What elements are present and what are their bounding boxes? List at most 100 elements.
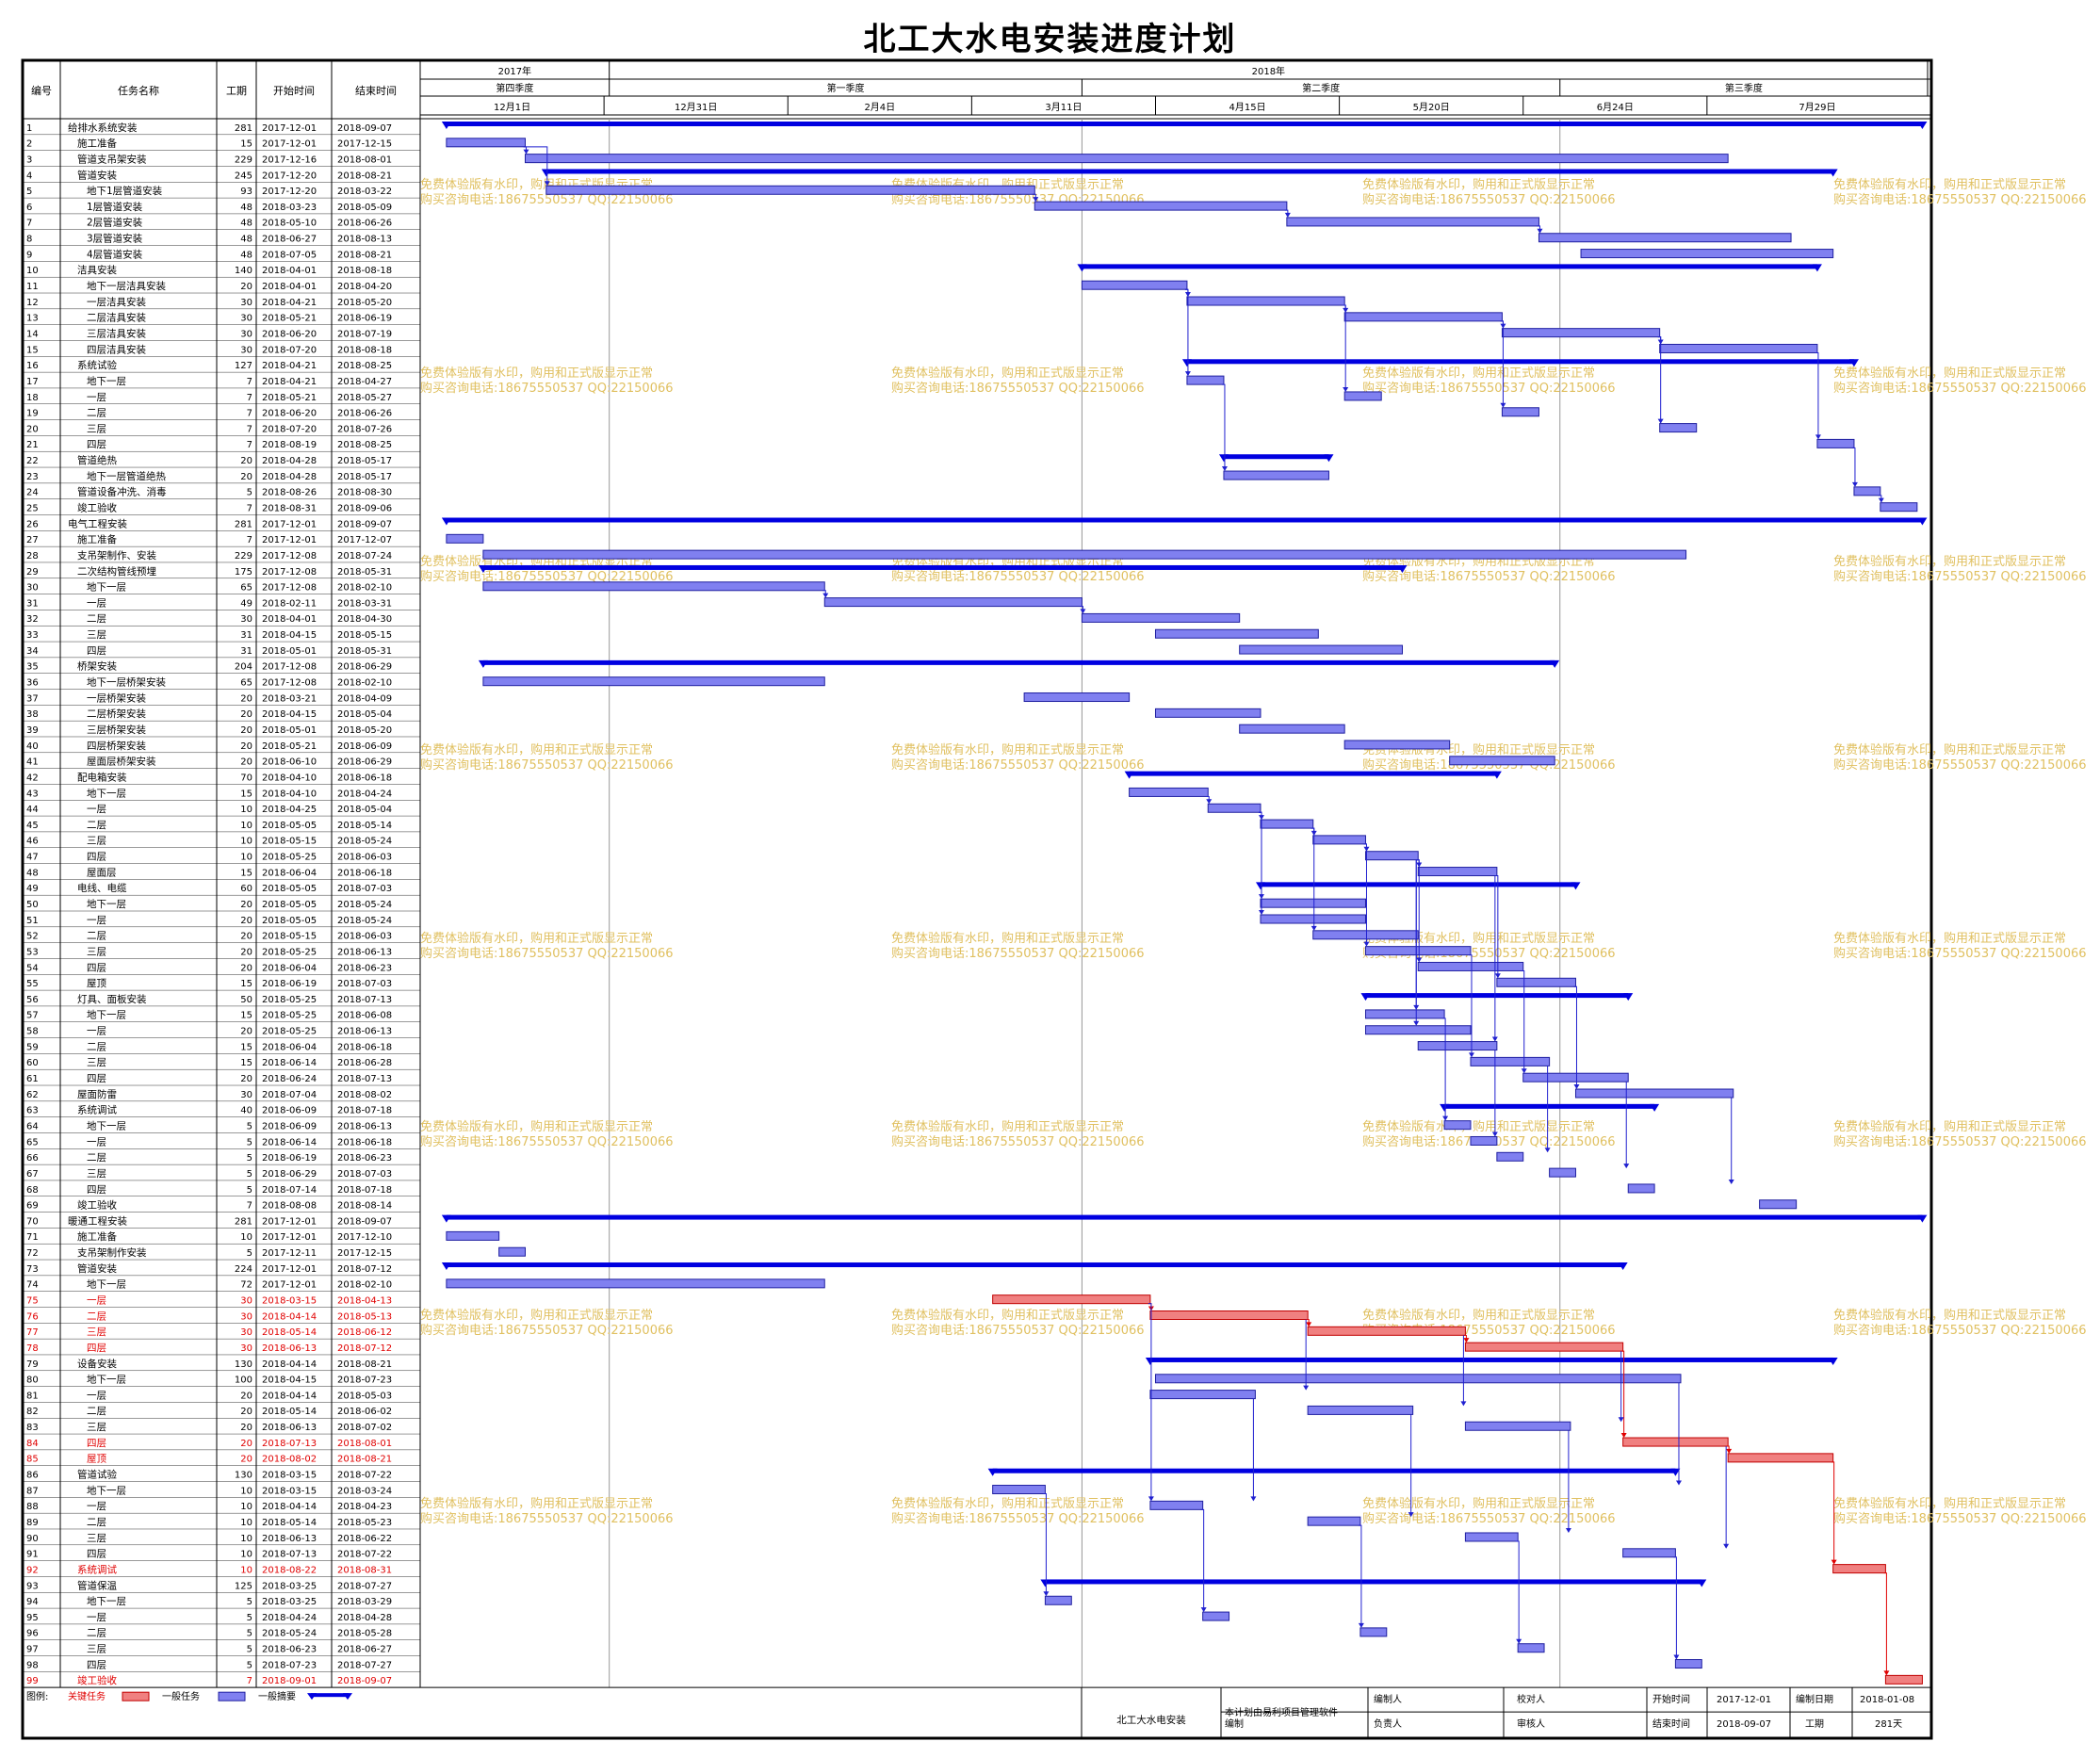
task-name: 四层 (87, 439, 106, 450)
task-id: 77 (26, 1327, 39, 1338)
task-duration: 5 (247, 488, 252, 498)
task-id: 37 (26, 693, 39, 704)
task-id: 46 (26, 837, 39, 847)
task-id: 67 (26, 1169, 39, 1180)
task-end: 2018-06-29 (337, 662, 392, 673)
dependency-link (1815, 351, 1819, 439)
watermark-line2: 购买咨询电话:18675550537 QQ:22150066 (1362, 569, 1616, 584)
task-duration: 49 (240, 598, 252, 609)
task-start: 2018-04-15 (262, 1375, 317, 1386)
task-end: 2018-07-13 (337, 1074, 392, 1084)
task-name: 地下一层桥架安装 (87, 676, 166, 689)
task-start: 2018-05-10 (262, 219, 317, 229)
task-id: 30 (26, 583, 39, 594)
task-name: 四层 (87, 1438, 106, 1449)
task-start: 2018-08-31 (262, 504, 317, 514)
task-bar (482, 676, 825, 687)
task-end: 2018-09-07 (337, 519, 392, 529)
task-end: 2018-06-09 (337, 741, 392, 752)
dependency-arrow (544, 181, 550, 187)
task-name: 三层 (87, 1644, 106, 1655)
task-bar (1417, 1041, 1498, 1051)
bars-layer (441, 122, 1928, 1685)
task-end: 2018-08-21 (337, 250, 392, 260)
task-duration: 5 (247, 1660, 252, 1670)
task-end: 2018-04-27 (337, 377, 392, 387)
task-end: 2018-07-03 (337, 884, 392, 894)
task-duration: 5 (247, 1169, 252, 1180)
dependency-arrow (1460, 1401, 1467, 1407)
task-id: 69 (26, 1201, 39, 1212)
summary-bar (446, 517, 1923, 523)
task-end: 2018-07-22 (337, 1471, 392, 1481)
task-duration: 15 (240, 979, 252, 989)
task-end: 2018-06-13 (337, 1121, 392, 1131)
task-name: 支吊架制作、安装 (77, 549, 156, 562)
dependency-arrow (1723, 1543, 1730, 1549)
task-end: 2018-08-02 (337, 1090, 392, 1100)
week-label: 5月20日 (1413, 102, 1450, 113)
task-table: 1 给排水系统安装 281 2017-12-01 2018-09-07 2 施工准备 15 20… (26, 122, 392, 1686)
task-duration: 15 (240, 789, 252, 799)
watermark-line2: 购买咨询电话:18675550537 QQ:22150066 (1833, 381, 2087, 396)
task-start: 2018-06-13 (262, 1423, 317, 1433)
watermark-line2: 购买咨询电话:18675550537 QQ:22150066 (1833, 946, 2087, 961)
task-id: 38 (26, 709, 39, 720)
task-duration: 229 (235, 155, 252, 165)
task-duration: 93 (240, 187, 252, 197)
task-start: 2018-04-01 (262, 282, 317, 292)
watermark-line1: 免费体验版有水印，购用和正式版显示正常 (1833, 366, 2066, 381)
task-id: 82 (26, 1407, 39, 1417)
task-id: 23 (26, 472, 39, 482)
task-end: 2018-09-07 (337, 123, 392, 134)
task-id: 56 (26, 995, 39, 1005)
task-id: 41 (26, 757, 39, 768)
dependency-arrow (1148, 1496, 1154, 1502)
task-name: 一层 (87, 1026, 106, 1037)
task-id: 84 (26, 1439, 39, 1449)
task-duration: 20 (240, 1455, 252, 1465)
task-id: 76 (26, 1311, 39, 1322)
task-bar (1307, 1405, 1414, 1415)
task-start: 2018-08-19 (262, 440, 317, 450)
task-bar (1443, 1120, 1472, 1131)
task-name: 二次结构管线预埋 (77, 565, 156, 578)
task-duration: 20 (240, 709, 252, 720)
task-duration: 10 (240, 1565, 252, 1575)
critical-bar (992, 1294, 1151, 1305)
dependency-link (1258, 811, 1262, 914)
summary-bar-cap (1145, 1357, 1155, 1365)
task-end: 2018-06-18 (337, 1137, 392, 1148)
task-start: 2018-05-25 (262, 1011, 317, 1021)
task-duration: 15 (240, 1058, 252, 1068)
task-end: 2018-06-13 (337, 947, 392, 957)
task-start: 2018-05-15 (262, 932, 317, 942)
watermark-line2: 购买咨询电话:18675550537 QQ:22150066 (1833, 1323, 2087, 1338)
task-duration: 48 (240, 235, 252, 245)
task-name: 一层桥架安装 (87, 692, 146, 704)
task-start: 2018-03-23 (262, 203, 317, 213)
task-end: 2018-05-15 (337, 630, 392, 641)
task-end: 2018-04-13 (337, 1296, 392, 1307)
critical-bar (1622, 1437, 1729, 1447)
task-id: 94 (26, 1597, 39, 1607)
task-name: 二层 (87, 408, 106, 419)
task-id: 93 (26, 1581, 39, 1591)
task-id: 57 (26, 1011, 39, 1021)
task-end: 2018-08-21 (337, 1359, 392, 1370)
task-duration: 50 (240, 995, 252, 1005)
task-bar (823, 597, 1083, 608)
task-start: 2018-07-13 (262, 1439, 317, 1449)
summary-bar (1365, 993, 1629, 999)
task-start: 2018-07-05 (262, 250, 317, 260)
task-duration: 10 (240, 821, 252, 831)
watermark-line2: 购买咨询电话:18675550537 QQ:22150066 (1833, 569, 2087, 584)
task-bar (1659, 343, 1818, 353)
footer-owner-label: 负责人 (1374, 1717, 1402, 1730)
task-start: 2017-12-01 (262, 123, 317, 134)
task-id: 80 (26, 1375, 39, 1386)
dependency-arrow (1468, 1052, 1474, 1058)
task-name: 一层洁具安装 (87, 296, 146, 308)
task-id: 35 (26, 662, 39, 673)
task-start: 2018-05-05 (262, 884, 317, 894)
